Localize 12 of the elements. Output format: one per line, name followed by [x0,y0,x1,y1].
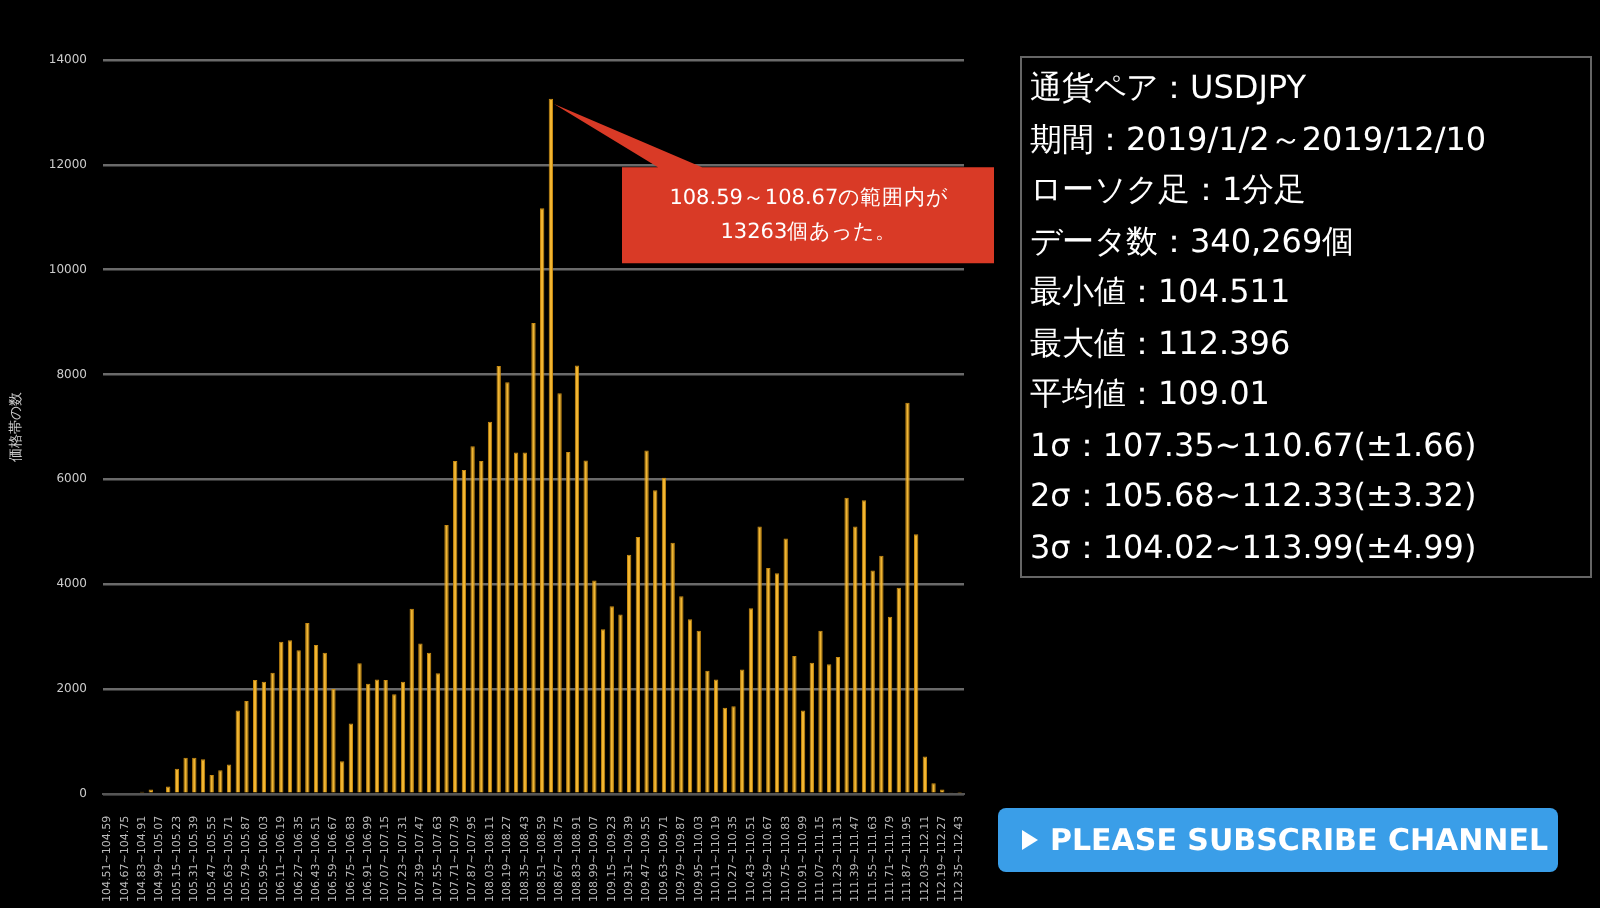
text: 2σ：105.68~112.33(±3.32) [1030,474,1479,518]
text: 平均値：109.01 [1030,372,1272,416]
text: ローソク足：1分足 [1030,168,1309,212]
text: 通貨ペア：USDJPY [1030,66,1308,110]
text: 3σ：104.02~113.99(±4.99) [1030,525,1479,569]
text: 期間：2019/1/2～2019/12/10 [1030,117,1489,161]
text: PLEASE SUBSCRIBE CHANNEL [1050,822,1549,858]
annotation: 108.59～108.67の範囲内が 13263個あった。 [669,184,949,248]
text: 1σ：107.35~110.67(±1.66) [1030,423,1479,467]
text: 最大値：112.396 [1030,321,1293,365]
text: 最小値：104.511 [1030,270,1293,314]
text: データ数：340,269個 [1030,219,1357,263]
